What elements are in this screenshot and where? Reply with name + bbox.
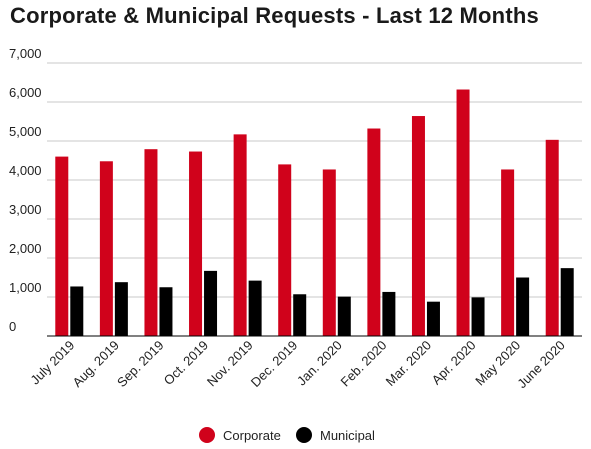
legend-marker-corporate bbox=[199, 427, 215, 443]
y-tick-label: 0 bbox=[9, 319, 16, 334]
bar-municipal-7 bbox=[337, 296, 351, 336]
x-tick-label: Feb. 2020 bbox=[337, 338, 389, 390]
legend-label-municipal: Municipal bbox=[320, 428, 375, 443]
x-tick-label: Dec. 2019 bbox=[248, 338, 301, 391]
x-tick-label: Jan. 2020 bbox=[294, 338, 345, 389]
bar-municipal-1 bbox=[70, 286, 84, 336]
bar-municipal-3 bbox=[159, 287, 173, 336]
bar-corporate-3 bbox=[144, 149, 158, 336]
bar-corporate-10 bbox=[456, 89, 470, 337]
y-tick-label: 1,000 bbox=[9, 280, 42, 295]
bar-municipal-12 bbox=[560, 268, 574, 336]
bar-municipal-4 bbox=[204, 270, 218, 336]
gridlines bbox=[47, 62, 582, 298]
y-tick-label: 5,000 bbox=[9, 124, 42, 139]
bar-corporate-4 bbox=[189, 151, 203, 336]
x-tick-label: Mar. 2020 bbox=[383, 338, 434, 389]
bar-municipal-6 bbox=[293, 294, 307, 336]
bar-corporate-1 bbox=[55, 156, 69, 336]
x-tick-label: Apr. 2020 bbox=[429, 338, 479, 388]
bar-municipal-10 bbox=[471, 297, 485, 336]
x-tick-label: Nov. 2019 bbox=[204, 338, 256, 390]
legend-label-corporate: Corporate bbox=[223, 428, 281, 443]
bar-municipal-11 bbox=[516, 277, 530, 336]
bars bbox=[55, 89, 574, 337]
bar-municipal-2 bbox=[114, 282, 128, 336]
bar-corporate-11 bbox=[501, 169, 515, 336]
y-tick-label: 6,000 bbox=[9, 85, 42, 100]
bar-corporate-5 bbox=[233, 134, 247, 336]
bar-corporate-9 bbox=[411, 116, 425, 336]
bar-municipal-9 bbox=[426, 301, 440, 336]
bar-corporate-12 bbox=[545, 139, 559, 336]
bar-municipal-5 bbox=[248, 280, 262, 336]
x-tick-label: Aug. 2019 bbox=[69, 338, 122, 391]
bar-corporate-7 bbox=[322, 169, 336, 336]
bar-municipal-8 bbox=[382, 291, 396, 336]
y-tick-label: 7,000 bbox=[9, 46, 42, 61]
bar-corporate-6 bbox=[278, 164, 292, 336]
y-axis-ticks: 0 1,000 2,000 3,000 4,000 5,000 6,000 7,000 bbox=[9, 46, 42, 334]
bar-corporate-2 bbox=[99, 161, 113, 336]
x-tick-label: June 2020 bbox=[514, 338, 568, 392]
x-tick-label: Oct. 2019 bbox=[161, 338, 211, 388]
legend: Corporate Municipal bbox=[199, 427, 375, 443]
y-tick-label: 3,000 bbox=[9, 202, 42, 217]
legend-marker-municipal bbox=[296, 427, 312, 443]
bar-corporate-8 bbox=[367, 128, 381, 336]
y-tick-label: 2,000 bbox=[9, 241, 42, 256]
y-tick-label: 4,000 bbox=[9, 163, 42, 178]
x-tick-label: Sep. 2019 bbox=[114, 338, 167, 391]
chart-title: Corporate & Municipal Requests - Last 12… bbox=[10, 3, 539, 28]
